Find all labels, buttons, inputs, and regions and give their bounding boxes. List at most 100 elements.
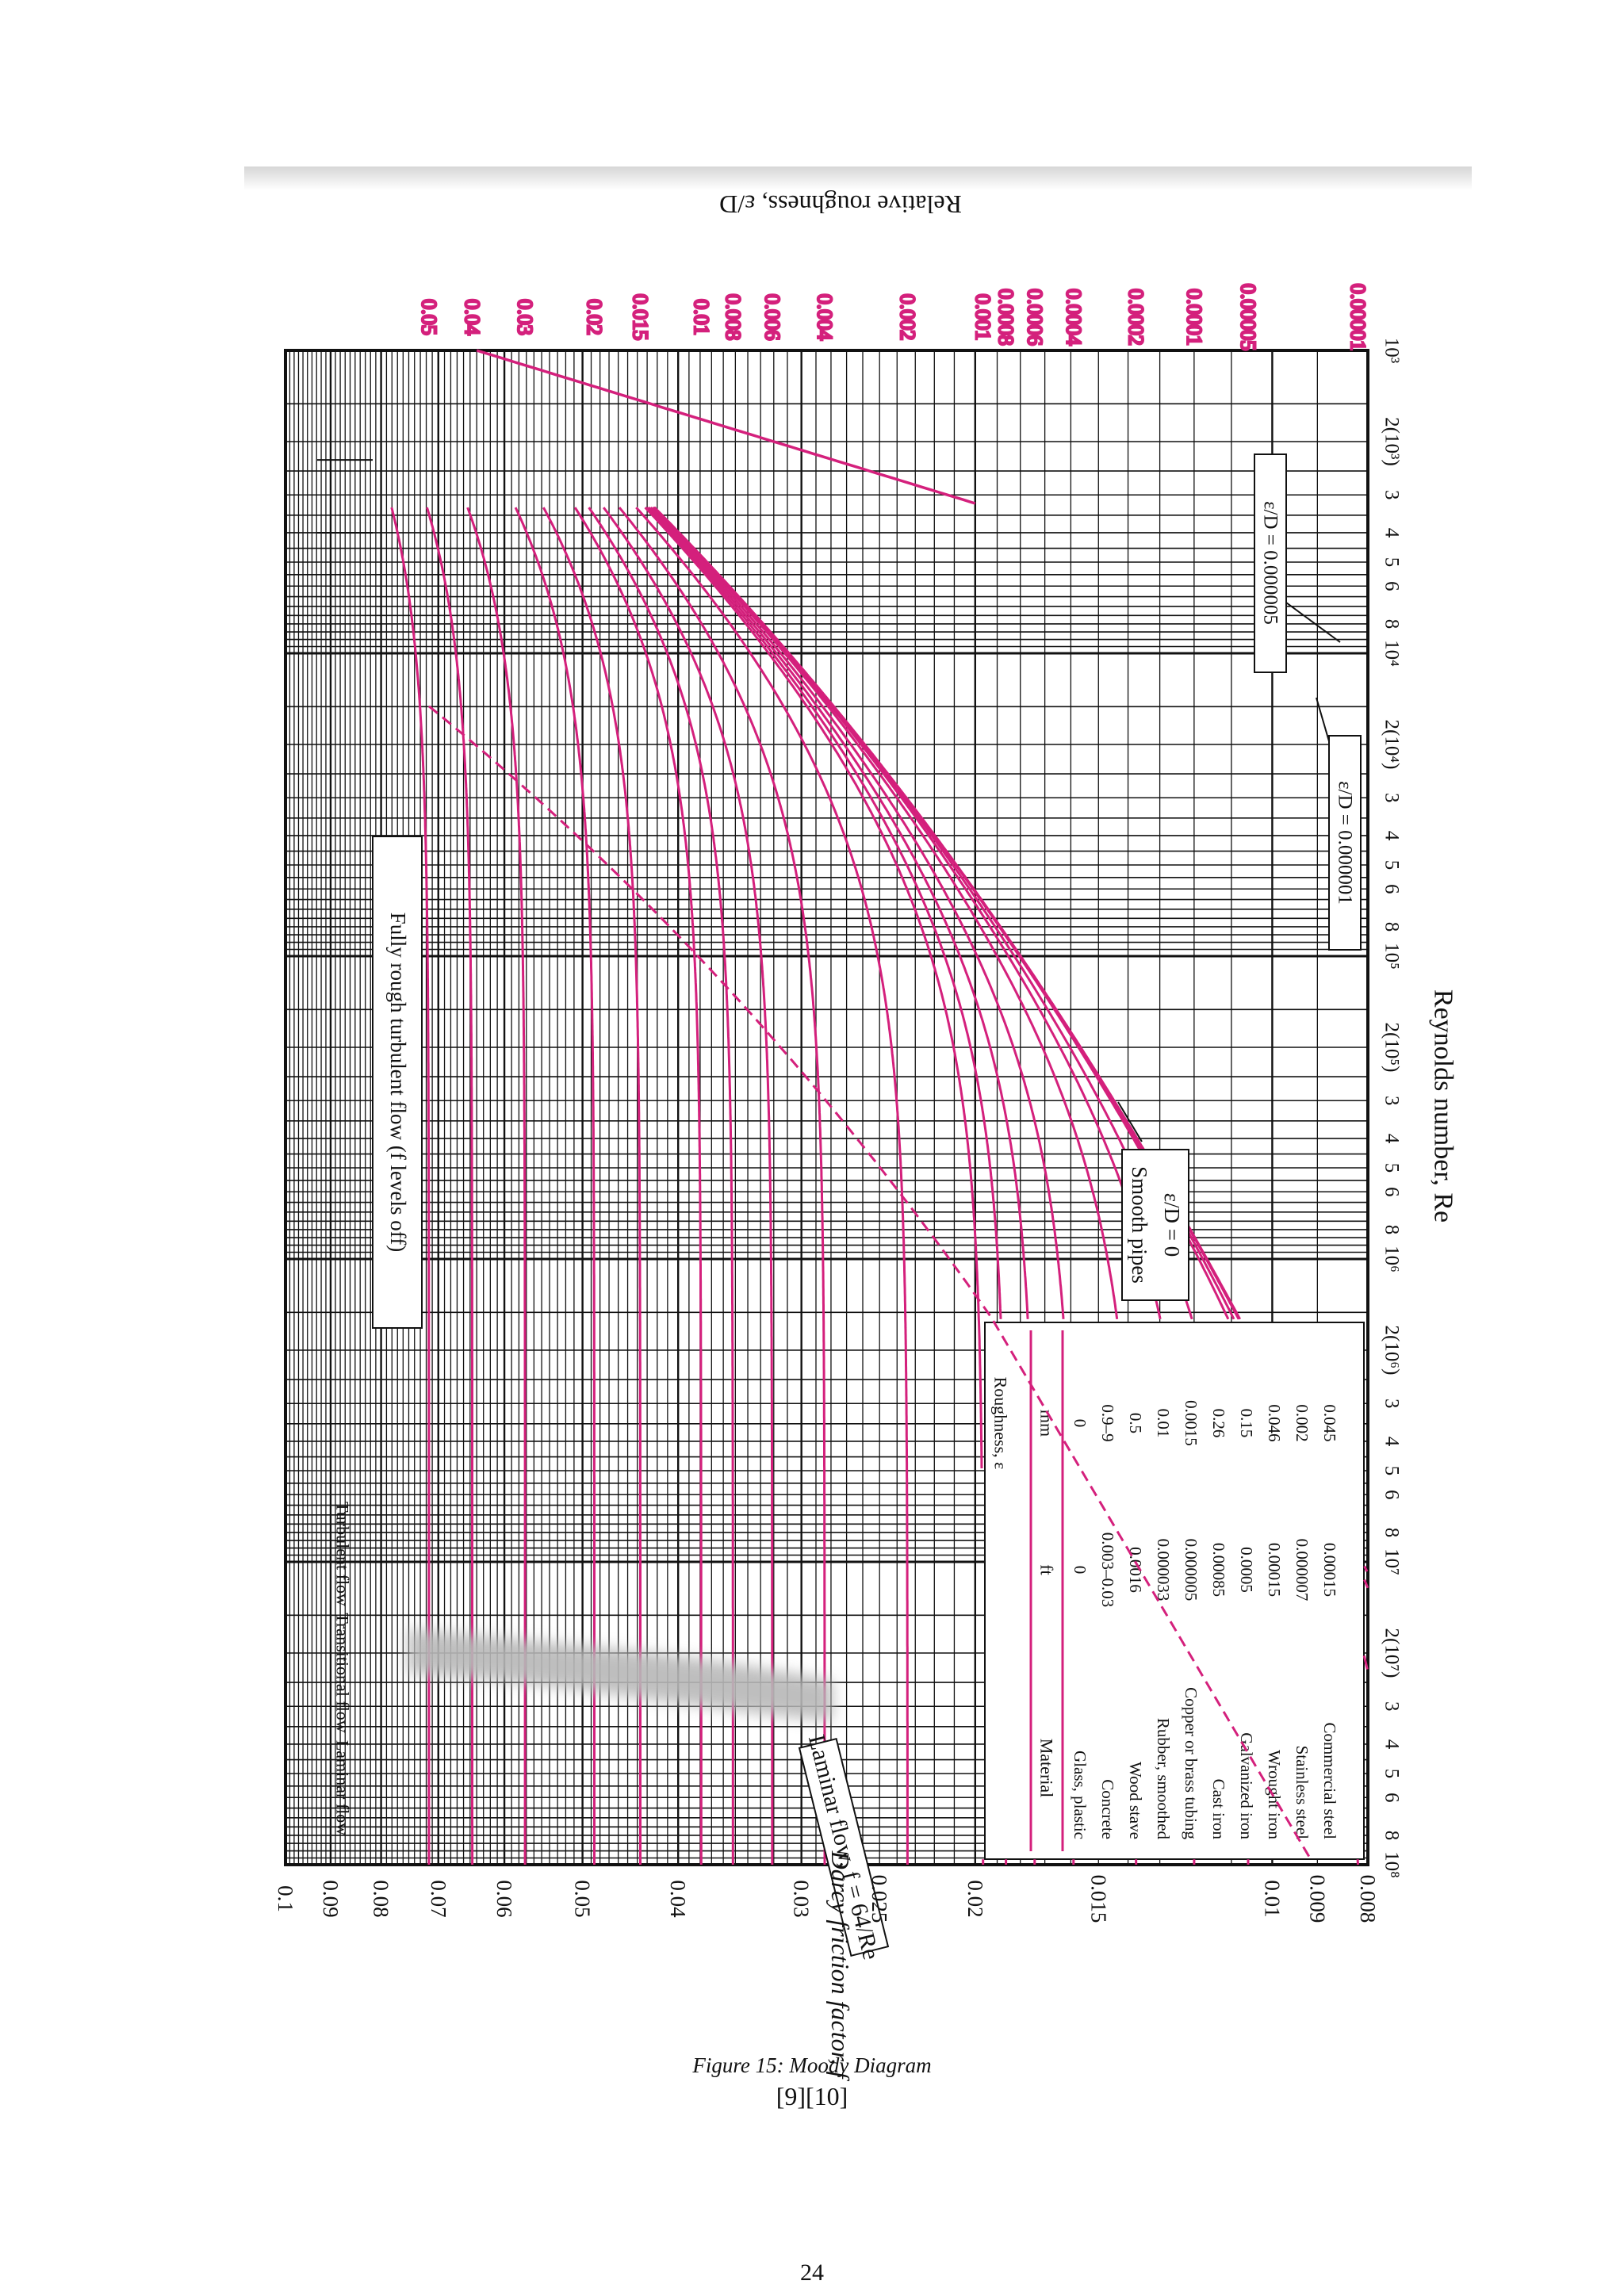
roughness-curve	[635, 507, 909, 1865]
table-cell-mm: 0	[1071, 1419, 1090, 1428]
caption-references: [9][10]	[776, 2082, 848, 2110]
friction-tick-label: 0.01	[1260, 1880, 1284, 1917]
roughness-label: 0.0006	[1023, 289, 1046, 346]
reynolds-tick-label: 8	[1381, 1528, 1403, 1538]
reynolds-tick-label: 10⁷	[1381, 1548, 1403, 1575]
table-cell-ft: 0.0005	[1237, 1547, 1256, 1593]
smooth-pipes-pointer	[1117, 1101, 1143, 1142]
roughness-axis-title: Relative roughness, ε/D	[719, 190, 962, 219]
table-cell-mm: 0.15	[1237, 1409, 1256, 1438]
reynolds-tick-label: 3	[1381, 793, 1403, 803]
roughness-curve	[618, 507, 826, 1865]
caption-title: Moody Diagram	[789, 2053, 932, 2077]
friction-tick-labels: 0.1 0.09 0.08 0.07 0.06 0.05 0.04 0.03 0.025 0.02…	[274, 1850, 1380, 2082]
table-cell-ft: 0.003–0.03	[1098, 1533, 1117, 1608]
roughness-label: 0.00005	[1237, 284, 1260, 351]
roughness-curve	[514, 507, 596, 1865]
reynolds-tick-label: 4	[1381, 831, 1403, 841]
chart-annotations: Fully rough turbulent flow (f levels off…	[372, 453, 1362, 1962]
table-cell-ft: 0.00015	[1320, 1543, 1339, 1597]
fully-rough-label: Fully rough turbulent flow (f levels off…	[386, 913, 410, 1252]
table-cell-mm: 0.046	[1265, 1404, 1284, 1441]
reynolds-tick-labels: 10³ 2(10³) 3 4 5 6 8 10⁴ 2(10⁴) 3 4 5 6 8 10⁵ 2(10⁵) 3 4 5…	[1381, 338, 1458, 1878]
table-cell-material: Rubber, smoothed	[1154, 1718, 1173, 1840]
table-header-ft: ft	[1037, 1564, 1057, 1575]
reynolds-tick-label: 6	[1381, 581, 1403, 591]
table-cell-material: Wrought iron	[1265, 1750, 1284, 1839]
roughness-label: 0.04	[461, 299, 484, 335]
eD-5e6-pointer	[1285, 602, 1341, 643]
roughness-curve	[588, 507, 734, 1865]
reynolds-tick-label: 5	[1381, 1163, 1403, 1173]
caption-label: Figure 15:	[692, 2053, 784, 2077]
table-cell-mm: 0.9–9	[1098, 1404, 1117, 1441]
reynolds-tick-label: 6	[1381, 1490, 1403, 1500]
roughness-label: 0.0001	[1182, 289, 1205, 346]
transitional-region-label: Transitional flow	[333, 1613, 353, 1732]
laminar-region-label: Laminar flow	[333, 1740, 353, 1835]
reynolds-tick-label: 10⁶	[1381, 1246, 1403, 1272]
roughness-curve	[573, 507, 703, 1865]
reynolds-tick-label: 5	[1381, 860, 1403, 871]
smooth-eD-label: ε/D = 0	[1160, 1193, 1184, 1257]
table-cell-ft: 0.00085	[1209, 1543, 1228, 1597]
reynolds-tick-label: 8	[1381, 1225, 1403, 1235]
reynolds-tick-label: 2(10³)	[1381, 417, 1403, 466]
reynolds-tick-label: 10⁴	[1381, 640, 1403, 667]
table-cell-ft: 0	[1071, 1566, 1090, 1575]
reynolds-tick-label: 4	[1381, 1739, 1403, 1750]
laminar-label-box	[798, 1737, 890, 1957]
table-cell-material: Concrete	[1098, 1779, 1117, 1839]
friction-tick-label: 0.1	[274, 1885, 297, 1912]
reynolds-tick-label: 8	[1381, 619, 1403, 629]
eD-1e6-label: ε/D = 0.000001	[1335, 781, 1356, 905]
reynolds-tick-label: 3	[1381, 490, 1403, 500]
friction-tick-label: 0.04	[666, 1880, 690, 1918]
roughness-curve	[466, 507, 527, 1865]
roughness-label: 0.0008	[994, 289, 1017, 346]
reynolds-tick-label: 6	[1381, 1793, 1403, 1803]
reynolds-tick-label: 4	[1381, 1437, 1403, 1447]
reynolds-tick-label: 3	[1381, 1701, 1403, 1712]
eD-5e6-box	[1254, 453, 1287, 673]
flow-regime-markers: Laminar flow Transitional flow Turbulent f…	[317, 459, 373, 1835]
roughness-curve	[1363, 1565, 1369, 1572]
roughness-label: 0.002	[896, 294, 919, 341]
roughness-label: 0.03	[514, 299, 537, 335]
roughness-label: 0.004	[813, 294, 836, 341]
eD-1e6-box	[1328, 735, 1362, 951]
smooth-pipes-box	[1121, 1149, 1189, 1301]
reynolds-tick-label: 5	[1381, 557, 1403, 568]
friction-tick-label: 0.07	[427, 1880, 450, 1917]
table-cell-material: Glass, plastic	[1071, 1751, 1090, 1839]
table-cell-ft: 0.00015	[1265, 1543, 1284, 1597]
reynolds-tick-label: 4	[1381, 528, 1403, 538]
roughness-label: 0.0002	[1124, 289, 1147, 346]
friction-tick-label: 0.009	[1305, 1875, 1329, 1923]
fully-rough-label-box	[372, 836, 423, 1329]
reynolds-tick-label: 2(10⁵)	[1381, 1023, 1403, 1073]
reynolds-tick-label: 8	[1381, 1831, 1403, 1841]
laminar-line	[476, 349, 976, 505]
reynolds-tick-label: 10³	[1381, 338, 1403, 364]
fully-rough-dashed-curve	[427, 705, 1312, 1862]
table-cell-mm: 0.01	[1154, 1409, 1173, 1438]
reynolds-tick-label: 4	[1381, 1134, 1403, 1144]
roughness-label: 0.001	[971, 294, 994, 341]
roughness-label: 0.02	[583, 299, 606, 335]
friction-tick-label: 0.05	[571, 1880, 595, 1917]
table-cell-mm: 0.5	[1126, 1413, 1145, 1433]
friction-tick-label: 0.025	[868, 1875, 891, 1923]
turbulent-region-label: Turbulent flow	[333, 1502, 353, 1606]
reynolds-tick-label: 3	[1381, 1399, 1403, 1409]
fully-rough-boundary	[427, 705, 1312, 1862]
reynolds-tick-label: 6	[1381, 1187, 1403, 1197]
table-cell-ft: 0.000005	[1182, 1539, 1201, 1601]
roughness-curve	[602, 507, 774, 1865]
table-cell-material: Cast iron	[1209, 1779, 1228, 1840]
figure-top-shadow	[244, 166, 1472, 190]
friction-tick-label: 0.02	[963, 1880, 987, 1917]
table-cell-material: Wood stave	[1126, 1762, 1145, 1839]
